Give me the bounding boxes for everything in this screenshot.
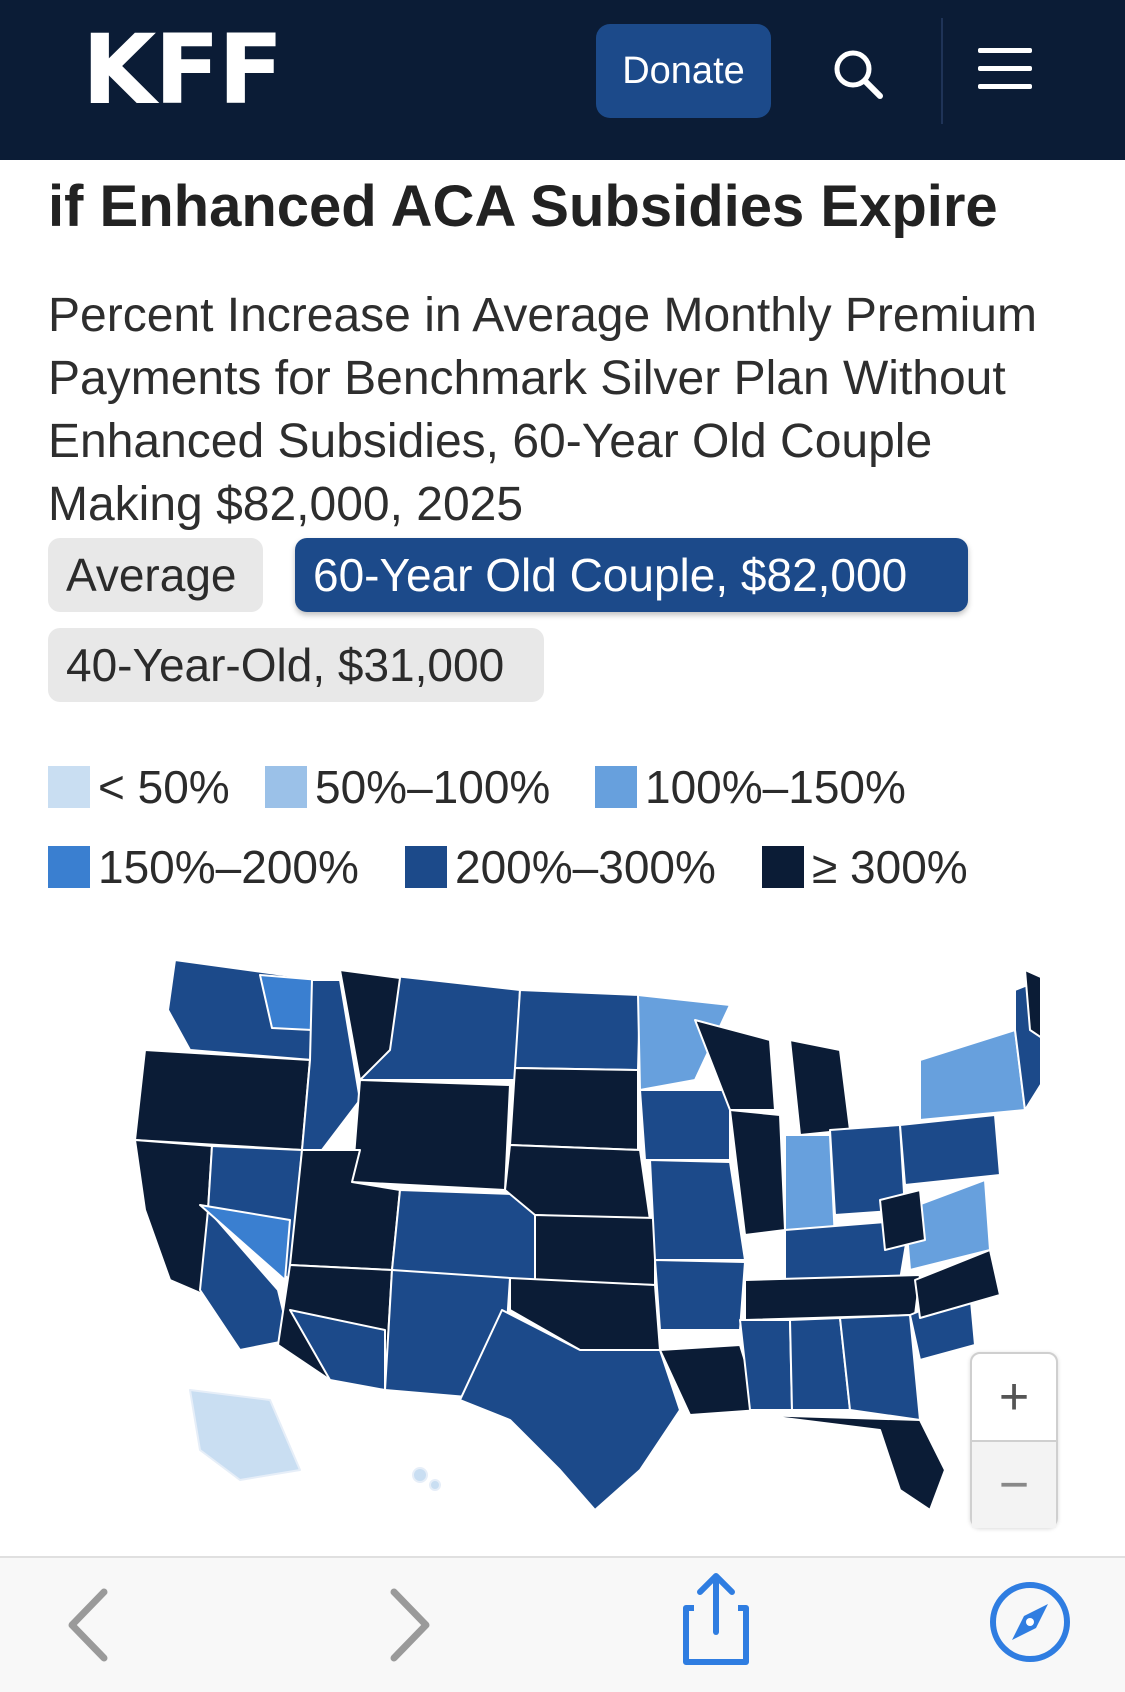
map-region-south-dakota (509, 1067, 639, 1151)
map-region-california-south (199, 1209, 291, 1351)
map-region-west-virginia (879, 1189, 926, 1251)
map-region-missouri (649, 1159, 746, 1261)
share-icon[interactable] (678, 1572, 754, 1673)
legend-label: < 50% (98, 761, 230, 813)
map-region-new-york (919, 1029, 1026, 1121)
legend-swatch (405, 846, 447, 888)
map-region-texas (459, 1309, 681, 1511)
map-region-north-dakota (514, 989, 641, 1071)
chevron-left-icon[interactable] (64, 1588, 112, 1667)
article-title: if Enhanced ACA Subsidies Expire (48, 174, 998, 239)
donate-button[interactable]: Donate (596, 24, 771, 118)
map-region-georgia (839, 1314, 921, 1421)
chart-subtitle: Percent Increase in Average Monthly Prem… (48, 289, 1037, 531)
legend-item-100-150: 100%–150% (595, 761, 906, 813)
map-region-minnesota (637, 994, 731, 1091)
legend-swatch (48, 846, 90, 888)
map-region-wisconsin (694, 1019, 776, 1111)
zoom-in-button[interactable]: + (972, 1354, 1056, 1442)
map-region-montana-west (339, 969, 401, 1081)
zoom-out-button[interactable]: − (972, 1442, 1056, 1528)
legend-item-200-300: 200%–300% (405, 841, 716, 893)
menu-icon[interactable] (978, 48, 1032, 96)
legend-item-300-plus: ≥ 300% (762, 841, 968, 893)
map-region-north-carolina (914, 1249, 1001, 1319)
map-region-pennsylvania (899, 1114, 1001, 1186)
compass-icon[interactable] (988, 1580, 1072, 1669)
legend-item-150-200: 150%–200% (48, 841, 359, 893)
legend-swatch (48, 766, 90, 808)
map-region-hawaii (412, 1467, 428, 1483)
legend-label: 150%–200% (98, 841, 359, 893)
map-region-michigan (789, 1039, 851, 1136)
map-region-mississippi (739, 1319, 793, 1411)
map-region-maine (1024, 969, 1040, 1038)
legend-label: 200%–300% (455, 841, 716, 893)
legend-swatch (595, 766, 637, 808)
legend-swatch (265, 766, 307, 808)
map-region-tennessee (744, 1274, 921, 1321)
map-region-nevada-south (199, 1204, 291, 1281)
legend-item-50-100: 50%–100% (265, 761, 551, 813)
kff-logo[interactable]: KFF (82, 14, 284, 126)
map-region-oregon (134, 1049, 311, 1151)
map-region-virginia (904, 1179, 991, 1271)
legend-label: 100%–150% (645, 761, 906, 813)
legend-item-under-50: < 50% (48, 761, 230, 813)
map-region-indiana (784, 1134, 836, 1241)
tab-40-year-old[interactable]: 40-Year-Old, $31,000 (48, 628, 544, 702)
tab-60-year-old-couple[interactable]: 60-Year Old Couple, $82,000 (295, 538, 968, 612)
search-icon[interactable] (830, 46, 886, 102)
chevron-right-icon[interactable] (386, 1588, 434, 1667)
map-region-wyoming (351, 1079, 511, 1191)
map-region-kansas (534, 1214, 656, 1286)
browser-toolbar (0, 1556, 1125, 1692)
map-region-arkansas (654, 1259, 746, 1331)
map-zoom-control: + − (970, 1352, 1058, 1528)
map-region-alaska (189, 1389, 301, 1481)
legend-label: ≥ 300% (812, 841, 968, 893)
us-county-map[interactable] (40, 950, 1040, 1530)
site-header: KFF Donate (0, 0, 1125, 160)
map-region-florida (759, 1414, 946, 1511)
tab-average[interactable]: Average (48, 538, 263, 612)
map-region-nebraska (504, 1144, 651, 1221)
legend-label: 50%–100% (315, 761, 551, 813)
legend-swatch (762, 846, 804, 888)
header-divider (941, 18, 943, 124)
map-region-iowa (639, 1089, 731, 1161)
